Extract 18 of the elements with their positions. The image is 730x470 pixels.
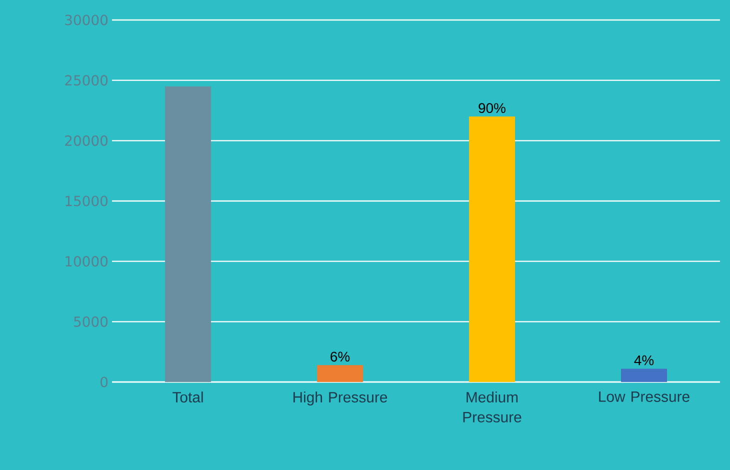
y-tick-label: 15000 — [66, 196, 108, 206]
annotation: 6% — [330, 352, 350, 362]
x-tick-label: Medium Pressure — [463, 392, 522, 422]
annotation: 90% — [478, 103, 506, 114]
y-tick-label: 5000 — [74, 316, 108, 327]
y-tick-label: 0 — [100, 376, 108, 388]
y-tick-label: 20000 — [65, 135, 108, 146]
y-tick-label: 30000 — [65, 14, 108, 26]
y-tick-label: 10000 — [66, 256, 108, 267]
bar — [469, 116, 516, 382]
x-tick-label: High Pressure — [293, 392, 388, 406]
bar — [621, 368, 668, 382]
x-tick-label: Total — [172, 392, 203, 402]
x-tick-label: Low Pressure — [599, 392, 690, 402]
annotation: 4% — [634, 355, 654, 366]
bar — [317, 365, 364, 382]
bar — [165, 86, 212, 382]
y-tick-label: 25000 — [65, 75, 108, 86]
